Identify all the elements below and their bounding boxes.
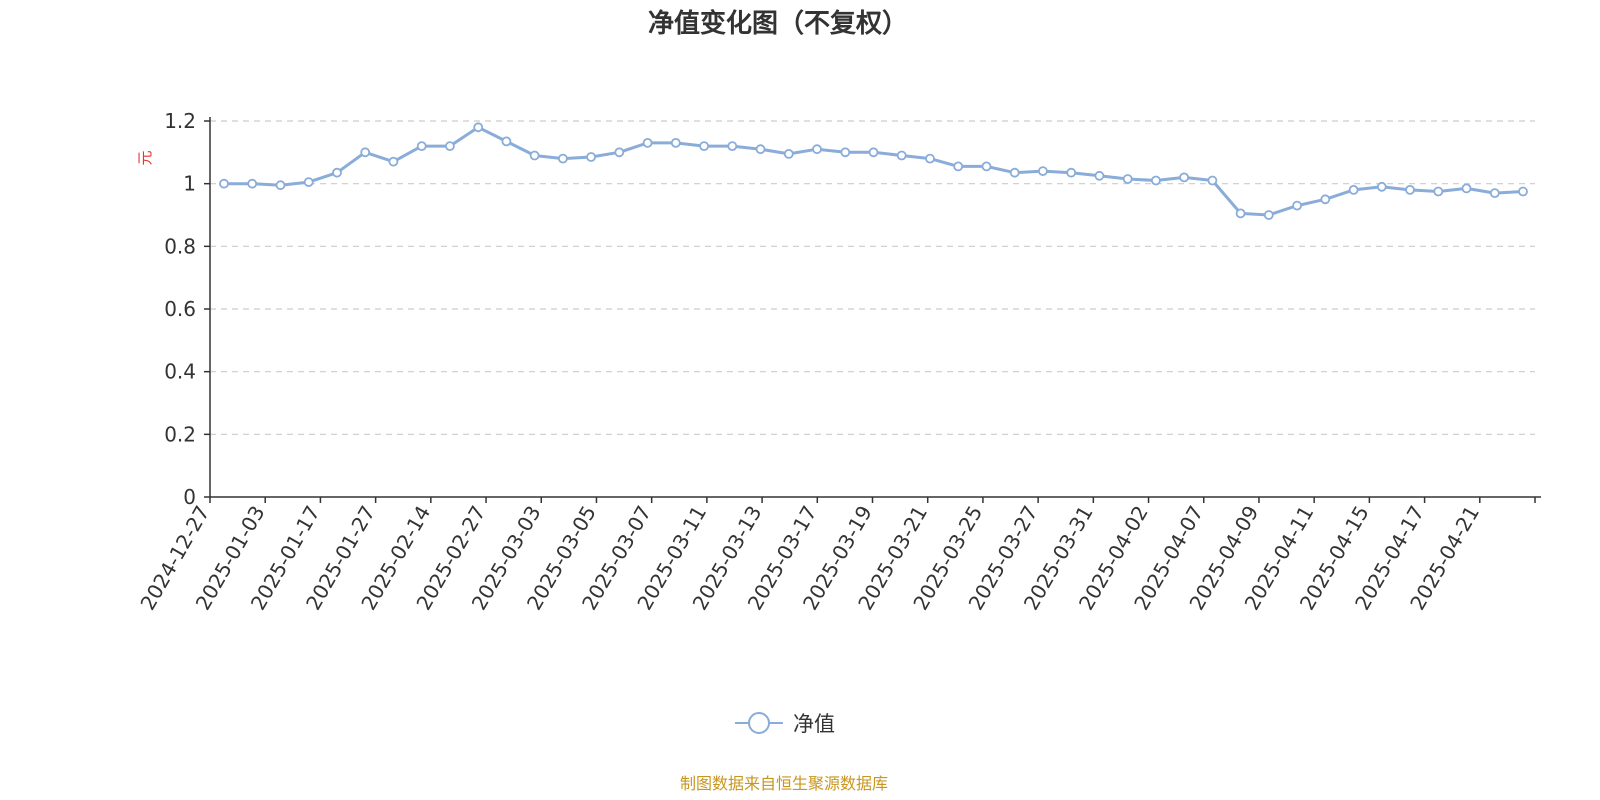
data-point (501, 136, 512, 147)
data-point (925, 153, 935, 164)
data-point (1207, 175, 1218, 186)
data-point (586, 152, 596, 162)
y-tick-label: 0.2 (164, 422, 196, 446)
data-point (1038, 166, 1048, 177)
data-point (840, 147, 851, 158)
axes: 00.20.40.60.811.22024-12-272025-01-03202… (135, 109, 1541, 614)
y-tick-label: 0 (183, 485, 196, 509)
data-point (444, 141, 455, 152)
data-point (1376, 181, 1387, 192)
data-point (247, 178, 258, 189)
data-point (670, 137, 681, 148)
data-point (699, 141, 709, 152)
data-point (642, 137, 653, 148)
data-point (1151, 175, 1161, 186)
data-point (416, 141, 427, 152)
y-tick-label: 1 (183, 172, 196, 196)
series-layer (219, 122, 1528, 220)
data-point (981, 161, 992, 172)
data-point (953, 161, 964, 172)
data-point (1122, 174, 1133, 184)
data-point (1518, 186, 1528, 197)
data-point (896, 150, 907, 161)
data-point (1066, 167, 1077, 178)
data-point (614, 147, 625, 158)
y-axis-unit-label: 元 (136, 150, 154, 165)
gridlines (210, 120, 1535, 435)
data-point (1489, 188, 1500, 199)
data-point (219, 178, 229, 189)
legend[interactable]: 净值 (735, 712, 835, 736)
data-source-note: 制图数据来自恒生聚源数据库 (680, 774, 888, 793)
data-point (1348, 184, 1359, 195)
data-point (558, 153, 568, 164)
data-point (529, 150, 540, 161)
data-point (868, 147, 879, 158)
data-point (1405, 184, 1415, 195)
data-point (1461, 183, 1472, 194)
y-tick-label: 0.4 (164, 360, 196, 384)
legend-marker-icon (748, 712, 770, 734)
data-point (1094, 170, 1105, 181)
data-point (332, 167, 342, 178)
legend-label: 净值 (793, 712, 835, 736)
y-tick-label: 0.6 (164, 297, 196, 321)
data-point (1433, 186, 1444, 197)
data-point (275, 180, 286, 191)
data-point (1292, 200, 1302, 211)
y-tick-label: 1.2 (164, 109, 196, 133)
data-point (1320, 194, 1331, 205)
data-point (1263, 210, 1274, 220)
data-point (727, 141, 738, 152)
data-point (360, 147, 371, 158)
data-point (473, 122, 484, 133)
data-point (388, 156, 399, 167)
data-point (303, 177, 314, 188)
data-point (1179, 172, 1189, 183)
data-point (1009, 167, 1020, 178)
data-point (755, 144, 766, 155)
data-point (1235, 208, 1246, 219)
data-point (783, 148, 794, 159)
chart-title: 净值变化图（不复权） (648, 8, 908, 39)
y-tick-label: 0.8 (164, 234, 196, 258)
data-point (812, 144, 822, 155)
